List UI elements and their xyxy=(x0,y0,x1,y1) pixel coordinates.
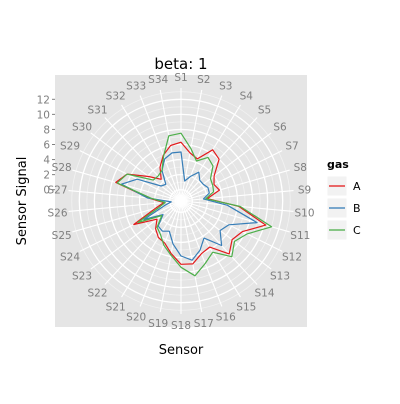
sensor-tick-label: S32 xyxy=(106,91,126,103)
grid-spoke xyxy=(139,200,182,307)
grid-spoke xyxy=(180,169,290,202)
sensor-tick-label: S13 xyxy=(270,271,290,283)
sensor-tick-label: S18 xyxy=(171,320,191,332)
grid-spoke xyxy=(180,200,283,252)
grid-spoke xyxy=(104,117,182,202)
sensor-tick-label: S29 xyxy=(60,141,80,153)
sensor-tick-label: S28 xyxy=(52,162,72,174)
sensor-tick-label: S22 xyxy=(87,288,107,300)
grid-spoke xyxy=(104,200,182,285)
grid-spoke xyxy=(90,200,182,270)
sensor-tick-label: S27 xyxy=(47,185,67,197)
signal-tick-label: 8 xyxy=(43,124,50,136)
grid-spoke xyxy=(180,104,241,202)
sensor-tick-label: S6 xyxy=(273,121,287,133)
sensor-tick-label: S2 xyxy=(197,74,210,86)
sensor-tick-label: S14 xyxy=(254,288,274,300)
grid-spoke xyxy=(159,200,182,313)
sensor-tick-label: S11 xyxy=(290,230,310,242)
grid-spoke xyxy=(180,200,241,298)
sensor-tick-label: S20 xyxy=(126,312,146,324)
signal-tick-label: 4 xyxy=(43,155,50,167)
chart-title: beta: 1 xyxy=(154,55,207,73)
legend-label-A: A xyxy=(353,180,361,193)
grid-spoke xyxy=(180,95,223,202)
sensor-tick-label: S24 xyxy=(60,251,80,263)
sensor-tick-label: S34 xyxy=(148,74,168,86)
sensor-tick-label: S1 xyxy=(174,72,187,84)
grid-spoke xyxy=(180,150,283,202)
grid-spoke xyxy=(79,150,182,202)
signal-ticks: 0 2 4 6 8 10 12 xyxy=(37,94,55,197)
sensor-tick-label: S17 xyxy=(194,318,214,330)
sensor-tick-label: S4 xyxy=(240,91,254,103)
sensor-tick-label: S31 xyxy=(87,104,107,116)
sensor-tick-label: S15 xyxy=(236,301,256,313)
sensor-tick-label: S30 xyxy=(72,121,92,133)
sensor-labels: S1 S2S3S4S5S6S7S8S9S10S11S12S13S14S15S16S… xyxy=(47,72,314,332)
grid-spoke xyxy=(180,89,203,202)
sensor-tick-label: S8 xyxy=(294,162,307,174)
grid-spoke xyxy=(180,200,203,313)
grid-spoke xyxy=(180,200,272,270)
grid-spoke xyxy=(121,104,182,202)
y-axis-label: Sensor Signal xyxy=(15,157,30,246)
signal-tick-label: 2 xyxy=(43,170,50,182)
grid-spoke xyxy=(79,200,182,252)
grid-spoke xyxy=(180,132,272,202)
sensor-tick-label: S5 xyxy=(258,104,271,116)
signal-tick-label: 10 xyxy=(37,109,50,121)
series-line-C xyxy=(116,132,273,277)
legend-title: gas xyxy=(327,158,349,171)
legend-label-C: C xyxy=(353,224,361,237)
grid-spoke xyxy=(180,190,294,202)
series-lines xyxy=(115,132,273,277)
legend: gas ABC xyxy=(326,158,361,241)
sensor-tick-label: S25 xyxy=(52,230,72,242)
signal-tick-label: 6 xyxy=(43,140,50,152)
sensor-tick-label: S10 xyxy=(294,207,314,219)
grid xyxy=(68,88,294,314)
signal-tick-label: 12 xyxy=(37,94,50,106)
grid-spoke xyxy=(139,95,182,202)
sensor-tick-label: S9 xyxy=(298,185,311,197)
sensor-tick-label: S26 xyxy=(47,207,67,219)
grid-spoke xyxy=(121,200,182,298)
signal-tick-label: 0 xyxy=(43,185,50,197)
sensor-tick-label: S3 xyxy=(219,80,232,92)
sensor-tick-label: S21 xyxy=(106,301,126,313)
grid-spoke xyxy=(72,169,182,202)
sensor-tick-label: S7 xyxy=(285,141,298,153)
x-axis-label: Sensor xyxy=(159,343,204,358)
grid-spoke xyxy=(90,132,182,202)
grid-spoke xyxy=(68,190,182,202)
sensor-tick-label: S19 xyxy=(148,318,168,330)
sensor-tick-label: S23 xyxy=(72,271,92,283)
series-line-B xyxy=(120,151,258,261)
sensor-tick-label: S16 xyxy=(216,312,236,324)
sensor-tick-label: S33 xyxy=(126,80,146,92)
sensor-tick-label: S12 xyxy=(282,251,302,263)
series-line-A xyxy=(115,141,267,265)
grid-spoke xyxy=(180,200,258,285)
legend-label-B: B xyxy=(353,202,361,215)
